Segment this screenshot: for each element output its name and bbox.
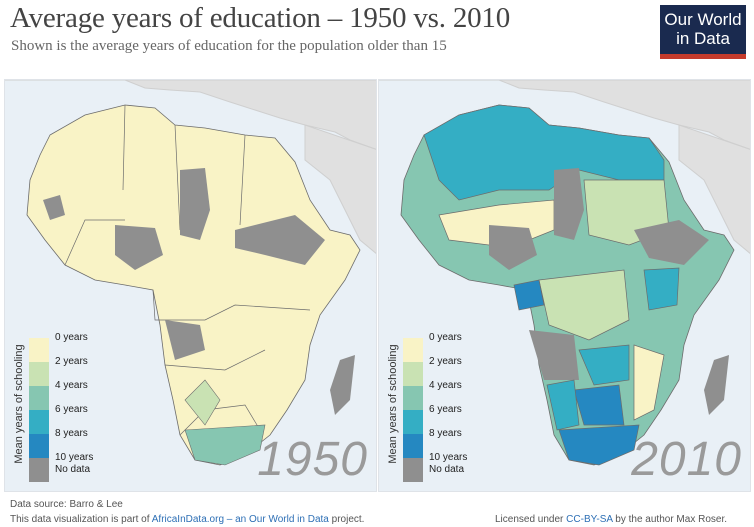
legend-label: No data (55, 464, 91, 475)
legend-label: 6 years (429, 404, 462, 415)
chad-nodata-1950 (180, 168, 210, 240)
drc-2010 (538, 269, 630, 341)
legend-label: 2 years (429, 356, 462, 367)
license-link[interactable]: CC-BY-SA (566, 514, 613, 525)
legend-label: 0 years (55, 332, 88, 343)
zambia-2010 (578, 344, 630, 386)
logo-accent-bar (660, 54, 746, 59)
legend-swatch (29, 386, 49, 410)
chart-subtitle: Shown is the average years of education … (11, 38, 447, 54)
legend-2010: Mean years of schooling 0 years 2 years … (385, 332, 485, 486)
angola-nodata-1950 (165, 320, 205, 360)
logo-line-1: Our World (664, 10, 742, 29)
year-label-2010: 2010 (631, 433, 742, 486)
legend-label: No data (429, 464, 465, 475)
legend-swatch (29, 458, 49, 482)
legend-title: Mean years of schooling (13, 344, 25, 464)
footer-part-suffix: project. (328, 514, 365, 525)
legend-label: 10 years (429, 452, 468, 463)
legend-swatch (29, 362, 49, 386)
legend-swatch (403, 338, 423, 362)
kenya-2010 (643, 267, 680, 311)
namibia-1950 (184, 379, 221, 426)
footer-source: Data source: Barro & Lee (10, 499, 123, 510)
north-africa-2010 (423, 104, 665, 201)
madagascar-1950 (330, 355, 355, 415)
year-label-1950: 1950 (257, 433, 368, 486)
nigeria-nodata-1950 (115, 225, 163, 270)
south-africa-1950 (184, 424, 266, 466)
ethiopia-nodata-2010 (634, 220, 709, 265)
map-panel-2010[interactable]: Mean years of schooling 0 years 2 years … (378, 79, 751, 492)
legend-swatch (403, 362, 423, 386)
legend-1950: Mean years of schooling 0 years 2 years … (11, 332, 111, 486)
nigeria-nodata-2010 (489, 225, 537, 270)
botswana-2010 (573, 384, 625, 426)
middle-east-land (304, 124, 376, 254)
legend-label: 10 years (55, 452, 94, 463)
legend-swatch (403, 386, 423, 410)
namibia-2010 (546, 379, 580, 431)
footer-part: This data visualization is part of Afric… (10, 514, 364, 525)
mozambique-2010 (633, 344, 665, 421)
legend-swatch (403, 410, 423, 434)
logo-line-2: in Data (676, 29, 730, 48)
legend-label: 4 years (55, 380, 88, 391)
legend-label: 4 years (429, 380, 462, 391)
chart-title: Average years of education – 1950 vs. 20… (10, 2, 511, 34)
license-prefix: Licensed under (495, 514, 567, 525)
legend-label: 2 years (55, 356, 88, 367)
logo-text: Our World in Data (660, 10, 746, 48)
angola-nodata-2010 (529, 330, 579, 380)
legend-swatch (29, 410, 49, 434)
legend-label: 0 years (429, 332, 462, 343)
africaindata-link[interactable]: AfricaInData.org – an Our World in Data (151, 514, 329, 525)
legend-label: 8 years (55, 428, 88, 439)
africa-map-1950 (5, 80, 376, 491)
owid-logo[interactable]: Our World in Data (660, 5, 746, 59)
legend-label: 8 years (429, 428, 462, 439)
middle-east-land (678, 124, 750, 254)
map-panel-1950[interactable]: Mean years of schooling 0 years 2 years … (4, 79, 377, 492)
legend-swatch (29, 434, 49, 458)
east-africa-nodata-1950 (235, 215, 325, 265)
legend-title: Mean years of schooling (387, 344, 399, 464)
west-nodata-1950 (43, 195, 65, 220)
chad-nodata-2010 (554, 168, 584, 240)
license-suffix: by the author Max Roser. (612, 514, 728, 525)
legend-label: 6 years (55, 404, 88, 415)
footer-part-prefix: This data visualization is part of (10, 514, 152, 525)
gabon-2010 (513, 279, 545, 311)
africa-1950 (26, 104, 361, 466)
legend-swatch (403, 458, 423, 482)
africa-map-2010 (379, 80, 750, 491)
footer-license: Licensed under CC-BY-SA by the author Ma… (495, 514, 727, 525)
legend-swatch (29, 338, 49, 362)
country-borders-1950 (64, 104, 311, 436)
south-africa-2010 (558, 424, 640, 466)
madagascar-2010 (704, 355, 729, 415)
legend-swatch (403, 434, 423, 458)
